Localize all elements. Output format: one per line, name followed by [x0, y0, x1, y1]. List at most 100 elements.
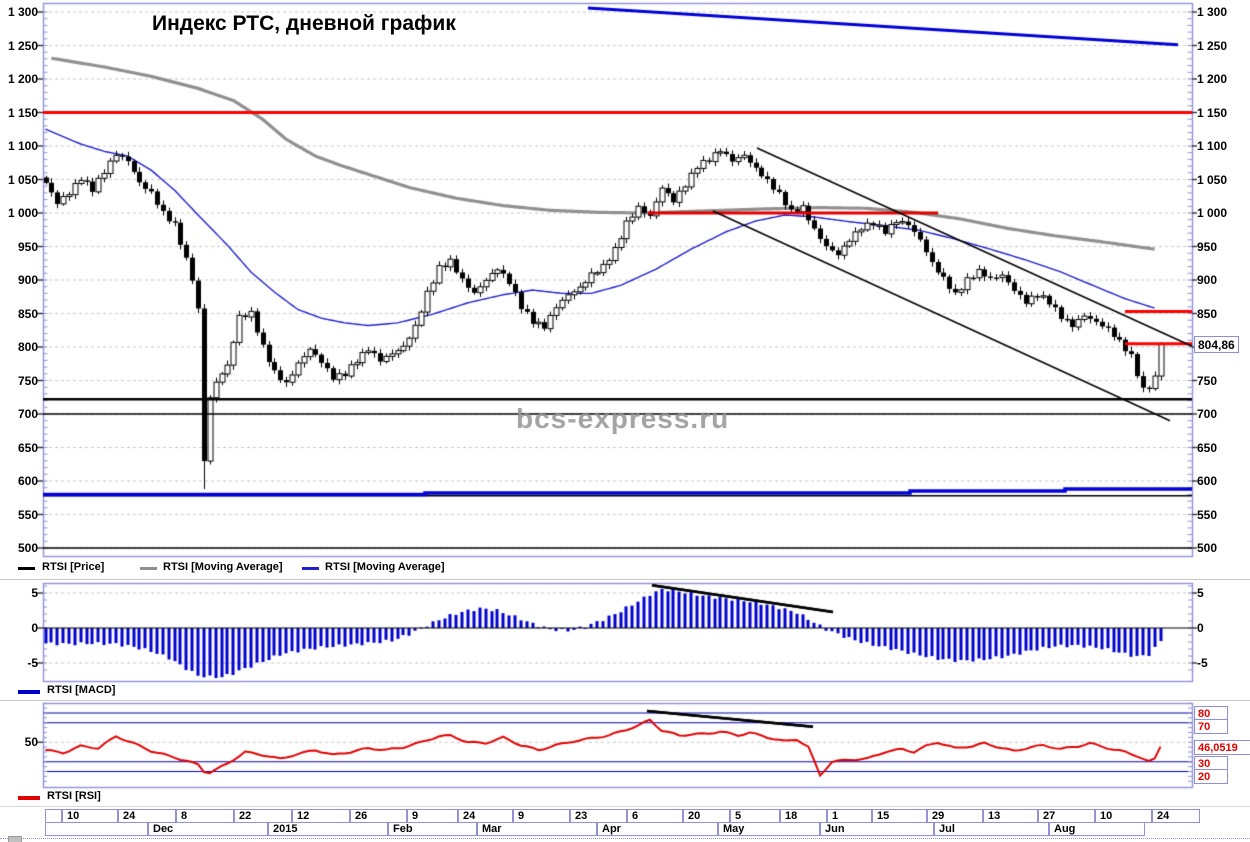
rsi-value-label: 46,0519: [1194, 740, 1250, 755]
macd-series-label: RTSI [MACD]: [47, 684, 116, 696]
date-tick: 24: [1152, 809, 1200, 823]
chart-title: Индекс РТС, дневной график: [152, 12, 456, 35]
date-tick: 9: [407, 809, 458, 823]
watermark: bcs-express.ru: [516, 403, 730, 434]
axis-tick-label: 1 050: [1197, 172, 1228, 187]
axis-tick-label: 1 050: [7, 172, 38, 187]
axis-tick-label: 1 300: [7, 5, 38, 19]
date-tick: 24: [118, 809, 176, 823]
date-tick-empty: [45, 809, 62, 823]
axis-tick-label: 500: [17, 541, 38, 555]
date-tick: 27: [1038, 809, 1095, 823]
axis-tick-label: 650: [1197, 440, 1218, 455]
date-tick: Aug: [1049, 822, 1145, 836]
ma1-series-label: RTSI [Moving Average]: [163, 561, 283, 573]
price-series-swatch: [18, 567, 35, 570]
date-tick: Jun: [820, 822, 934, 836]
panel-separator: [0, 806, 1250, 807]
date-tick-empty: [45, 822, 148, 836]
scroll-handle[interactable]: [8, 836, 22, 842]
macd-legend: RTSI [MACD]: [0, 682, 1250, 700]
axis-tick-label: 700: [1197, 407, 1218, 421]
date-tick: 8: [176, 809, 234, 823]
date-tick: 24: [458, 809, 513, 823]
axis-tick-label: 550: [1197, 507, 1218, 522]
date-tick: 2015: [268, 822, 388, 836]
date-tick: 10: [62, 809, 118, 823]
axis-tick-label: 800: [17, 340, 38, 354]
axis-tick-label: 0: [31, 621, 38, 635]
date-tick: 22: [234, 809, 292, 823]
axis-tick-label: 0: [1197, 621, 1204, 635]
date-tick: Dec: [148, 822, 268, 836]
date-tick: Jul: [934, 822, 1049, 836]
axis-tick-label: 5: [31, 586, 38, 600]
date-tick: Mar: [477, 822, 597, 836]
date-tick: 15: [872, 809, 927, 823]
date-tick: 29: [927, 809, 983, 823]
date-tick: 1: [827, 809, 872, 823]
axis-tick-label: 600: [17, 474, 38, 488]
rsi-upper-label: 70: [1194, 719, 1228, 734]
axis-tick-label: 500: [1197, 541, 1218, 555]
price-series-label: RTSI [Price]: [42, 561, 105, 573]
date-tick: 23: [570, 809, 627, 823]
ma1-series-swatch: [140, 567, 157, 570]
price-legend: RTSI [Price] RTSI [Moving Average] RTSI …: [0, 559, 1250, 577]
axis-tick-label: 1 200: [1197, 72, 1228, 86]
rsi-overbought-label: 80: [1194, 706, 1228, 721]
axis-tick-label: 950: [1197, 239, 1218, 254]
axis-tick-label: 650: [17, 440, 38, 455]
axis-tick-label: 850: [17, 306, 38, 321]
axis-tick-label: 1 200: [7, 72, 38, 86]
axis-tick-label: 600: [1197, 474, 1218, 488]
axis-tick-label: 950: [17, 239, 38, 254]
date-tick: 26: [350, 809, 407, 823]
date-tick: Feb: [388, 822, 477, 836]
panel-separator: [0, 700, 1250, 701]
axis-tick-label: 1 250: [1197, 38, 1228, 53]
bottom-scroll-line: [0, 838, 1250, 839]
axis-tick-label: 1 250: [7, 38, 38, 53]
ma2-series-label: RTSI [Moving Average]: [325, 561, 445, 573]
rsi-lower-label: 30: [1194, 756, 1228, 771]
axis-tick-label: 50: [24, 735, 38, 750]
axis-tick-label: 1 150: [7, 105, 38, 120]
macd-series-swatch: [18, 690, 40, 694]
axis-tick-label: 700: [17, 407, 38, 421]
date-tick: 13: [983, 809, 1038, 823]
date-tick: 18: [780, 809, 827, 823]
axis-tick-label: 1 100: [7, 139, 38, 153]
date-tick: 5: [730, 809, 780, 823]
date-tick: Apr: [597, 822, 718, 836]
axis-tick-label: 1 300: [1197, 5, 1228, 19]
axis-tick-label: 850: [1197, 306, 1218, 321]
date-tick: 9: [513, 809, 570, 823]
date-tick: 6: [627, 809, 683, 823]
axis-tick-label: 550: [17, 507, 38, 522]
axis-tick-label: 5: [1197, 586, 1204, 600]
last-price-label: 804,86: [1194, 336, 1239, 353]
rsi-legend: RTSI [RSI]: [0, 788, 1250, 806]
date-tick: May: [718, 822, 820, 836]
rsi-series-swatch: [18, 796, 40, 800]
axis-tick-label: 750: [1197, 373, 1218, 388]
axis-tick-label: 1 000: [7, 206, 38, 220]
date-tick: 12: [292, 809, 350, 823]
axis-tick-label: 1 000: [1197, 206, 1228, 220]
axis-tick-label: 1 100: [1197, 139, 1228, 153]
axis-tick-label: 900: [17, 273, 38, 287]
date-tick: 20: [683, 809, 730, 823]
axis-tick-label: 750: [17, 373, 38, 388]
ma2-series-swatch: [302, 567, 319, 570]
date-tick: 10: [1095, 809, 1152, 823]
axis-tick-label: -5: [1197, 656, 1208, 670]
rsi-series-label: RTSI [RSI]: [47, 790, 101, 802]
axis-tick-label: 900: [1197, 273, 1218, 287]
panel-separator: [0, 579, 1250, 580]
axis-tick-label: -5: [27, 656, 38, 670]
rsi-oversold-label: 20: [1194, 769, 1228, 784]
axis-tick-label: 1 150: [1197, 105, 1228, 120]
